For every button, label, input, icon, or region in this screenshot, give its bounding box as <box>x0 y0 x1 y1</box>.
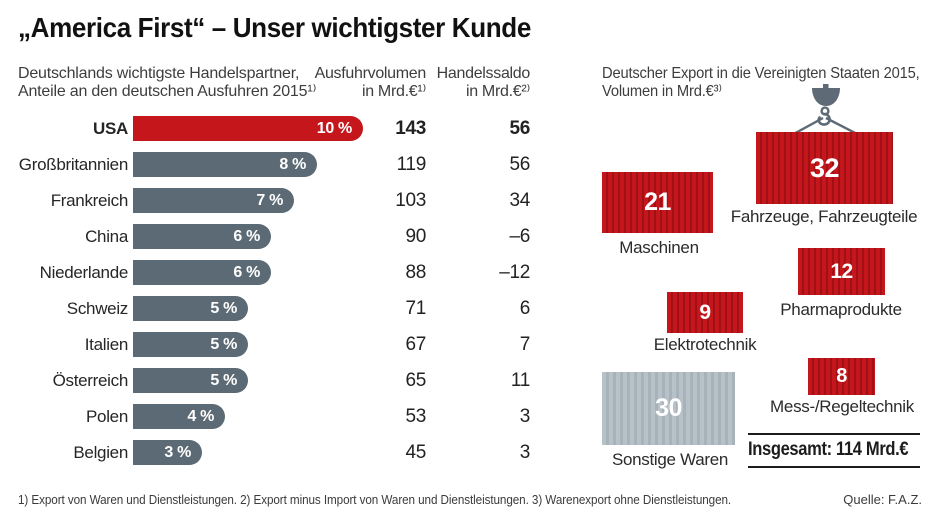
share-bar: 6 % <box>133 260 271 285</box>
export-volume-value: 143 <box>395 118 426 139</box>
crane-hook-icon <box>789 84 862 136</box>
table-row: Belgien 3 % 45 3 <box>0 440 560 465</box>
export-volume-value: 119 <box>396 154 427 175</box>
share-bar: 3 % <box>133 440 202 465</box>
export-volume-value: 67 <box>405 334 426 355</box>
balance-column-header-line2: in Mrd.€²⁾ <box>465 82 530 100</box>
container-value: 32 <box>809 152 840 183</box>
share-percent-label: 6 % <box>233 228 260 245</box>
volume-column-header-line1: Ausfuhrvolumen <box>314 65 427 82</box>
total-label: Insgesamt: 114 Mrd.€ <box>748 439 909 460</box>
left-chart-subtitle: Deutschlands wichtigste Handelspartner, … <box>18 65 338 100</box>
table-row: Großbritannien 8 % 119 56 <box>0 152 560 177</box>
page-title: „America First“ – Unser wichtigster Kund… <box>18 12 531 43</box>
share-bar: 7 % <box>133 188 294 213</box>
share-bar: 5 % <box>133 368 248 393</box>
share-percent-label: 8 % <box>279 156 306 173</box>
total-box: Insgesamt: 114 Mrd.€ <box>748 433 920 468</box>
source-credit: Quelle: F.A.Z. <box>843 492 922 507</box>
country-label: Polen <box>86 407 128 426</box>
country-label: Großbritannien <box>18 155 129 174</box>
container-label-maschinen: Maschinen <box>619 238 699 257</box>
container-label-elektrotechnik: Elektrotechnik <box>653 335 757 354</box>
container-box-pharmaprodukte: 12 <box>798 248 885 295</box>
table-row: Polen 4 % 53 3 <box>0 404 560 429</box>
country-label: Italien <box>84 335 129 354</box>
container-label-mess-regeltechnik: Mess-/Regeltechnik <box>770 397 914 416</box>
share-percent-label: 5 % <box>210 372 237 389</box>
volume-column-header-line2: in Mrd.€¹⁾ <box>361 82 426 100</box>
trade-balance-value: 3 <box>519 406 531 427</box>
export-volume-value: 45 <box>405 442 426 463</box>
share-percent-label: 4 % <box>187 408 214 425</box>
export-volume-value: 53 <box>405 406 426 427</box>
share-bar: 4 % <box>133 404 225 429</box>
share-bar: 10 % <box>133 116 363 141</box>
trade-balance-value: –12 <box>499 262 530 283</box>
trade-balance-value: 56 <box>509 154 530 175</box>
share-bar: 5 % <box>133 296 248 321</box>
trade-balance-value: 6 <box>519 298 531 319</box>
table-row: Österreich 5 % 65 11 <box>0 368 560 393</box>
trade-balance-value: –6 <box>509 226 530 247</box>
country-label: Österreich <box>52 371 129 390</box>
share-bar: 5 % <box>133 332 248 357</box>
left-chart-subtitle-line2: Anteile an den deutschen Ausfuhren 2015¹… <box>18 82 317 100</box>
container-value: 8 <box>836 365 847 387</box>
container-label-fahrzeuge: Fahrzeuge, Fahrzeugteile <box>730 207 918 226</box>
balance-column-header: Handelssaldo in Mrd.€²⁾ <box>404 65 531 100</box>
volume-column-header: Ausfuhrvolumen in Mrd.€¹⁾ <box>286 65 427 100</box>
right-chart-subtitle-line2: Volumen in Mrd.€³⁾ <box>602 82 722 100</box>
trade-balance-value: 34 <box>509 190 530 211</box>
share-bar: 8 % <box>133 152 317 177</box>
container-box-mess-regeltechnik: 8 <box>808 358 875 395</box>
container-box-elektrotechnik: 9 <box>667 292 743 333</box>
table-row: Schweiz 5 % 71 6 <box>0 296 560 321</box>
container-value: 21 <box>644 188 671 216</box>
share-percent-label: 6 % <box>233 264 260 281</box>
footnotes: 1) Export von Waren und Dienstleistungen… <box>18 492 732 507</box>
table-row: China 6 % 90 –6 <box>0 224 560 249</box>
share-bar: 6 % <box>133 224 271 249</box>
trade-balance-value: 56 <box>509 118 530 139</box>
right-chart-subtitle: Deutscher Export in die Vereinigten Staa… <box>602 65 933 100</box>
balance-column-header-line1: Handelssaldo <box>436 65 531 82</box>
export-volume-value: 88 <box>405 262 426 283</box>
country-label: Schweiz <box>66 299 129 318</box>
table-row: Italien 5 % 67 7 <box>0 332 560 357</box>
container-label-sonstige-waren: Sonstige Waren <box>611 450 729 469</box>
export-volume-value: 71 <box>405 298 426 319</box>
table-row: USA 10 % 143 56 <box>0 116 560 141</box>
share-percent-label: 7 % <box>256 192 283 209</box>
country-label: Niederlande <box>39 263 129 282</box>
right-chart-subtitle-line1: Deutscher Export in die Vereinigten Staa… <box>602 65 920 82</box>
share-percent-label: 3 % <box>164 444 191 461</box>
container-box-sonstige-waren: 30 <box>602 372 735 445</box>
share-percent-label: 5 % <box>210 336 237 353</box>
export-volume-value: 65 <box>405 370 426 391</box>
trade-balance-value: 7 <box>519 334 531 355</box>
country-label: USA <box>93 119 128 138</box>
export-volume-value: 103 <box>395 190 426 211</box>
share-percent-label: 10 % <box>316 120 353 137</box>
table-row: Frankreich 7 % 103 34 <box>0 188 560 213</box>
country-label: China <box>85 227 128 246</box>
table-row: Niederlande 6 % 88 –12 <box>0 260 560 285</box>
container-label-pharmaprodukte: Pharmaprodukte <box>780 300 902 319</box>
country-label: Frankreich <box>50 191 129 210</box>
container-box-maschinen: 21 <box>602 172 713 233</box>
export-volume-value: 90 <box>405 226 426 247</box>
container-value: 9 <box>699 300 711 324</box>
left-chart-subtitle-line1: Deutschlands wichtigste Handelspartner, <box>18 65 300 82</box>
container-box-fahrzeuge: 32 <box>756 132 893 204</box>
trade-balance-value: 11 <box>510 370 530 391</box>
container-value: 30 <box>655 394 682 422</box>
trade-balance-value: 3 <box>519 442 531 463</box>
share-percent-label: 5 % <box>210 300 237 317</box>
container-value: 12 <box>830 259 853 283</box>
country-label: Belgien <box>73 443 128 462</box>
